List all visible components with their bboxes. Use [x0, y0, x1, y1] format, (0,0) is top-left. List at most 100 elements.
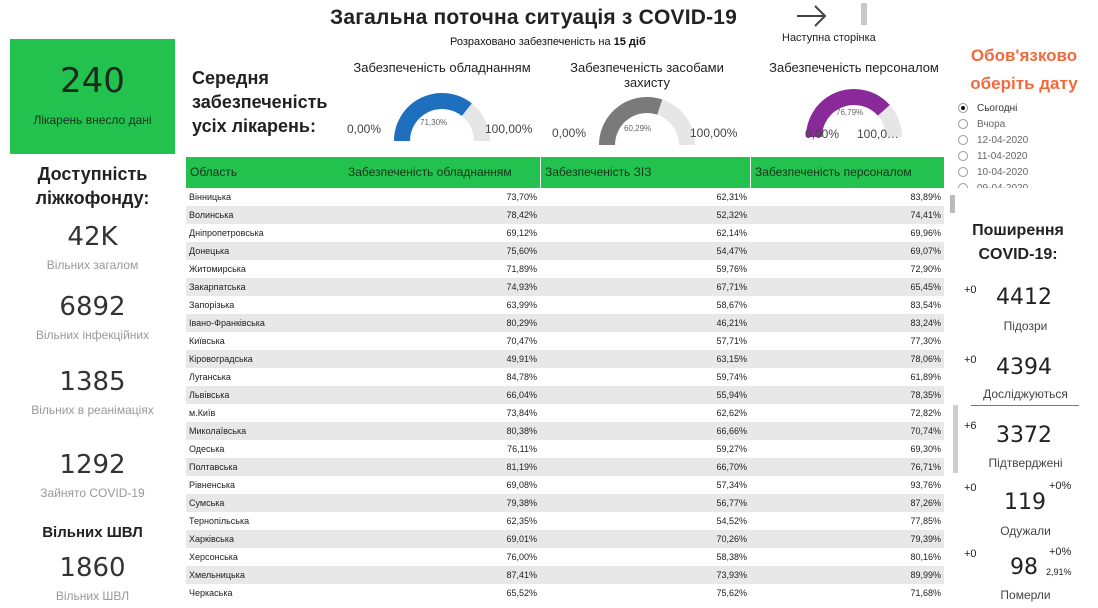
stat-label: Вільних ШВЛ: [55, 589, 130, 603]
table-row[interactable]: Черкаська 65,52% 75,62% 71,68%: [186, 584, 944, 602]
table-row[interactable]: Херсонська 76,00% 58,38% 80,16%: [186, 548, 944, 566]
avg-title: Середня забезпеченість усіх лікарень:: [192, 66, 337, 138]
cell-ppe: 63,15%: [716, 354, 747, 364]
beds-title: Доступність ліжкофонду:: [35, 164, 150, 208]
hospitals-count: 240: [60, 61, 125, 101]
table-row[interactable]: Сумська 79,38% 56,77% 87,26%: [186, 494, 944, 512]
page-title: Загальна поточна ситуація з COVID-19: [330, 6, 738, 29]
table-row[interactable]: Донецька 75,60% 54,47% 69,07%: [186, 242, 944, 260]
cell-equipment: 69,12%: [506, 228, 537, 238]
cell-ppe: 75,62%: [716, 588, 747, 598]
table-row[interactable]: Луганська 84,78% 59,74% 61,89%: [186, 368, 944, 386]
stat-label: Підтверджені: [988, 456, 1063, 470]
cell-ppe: 59,76%: [716, 264, 747, 274]
radio-icon[interactable]: [958, 183, 968, 188]
cell-ppe: 70,26%: [716, 534, 747, 544]
date-option[interactable]: 10-04-2020: [958, 164, 1068, 180]
cell-staff: 83,89%: [910, 192, 941, 202]
cell-ppe: 57,71%: [716, 336, 747, 346]
stat-value: 119: [1004, 490, 1046, 515]
column-header-region[interactable]: Область: [190, 165, 238, 179]
table-row[interactable]: Одеська 76,11% 59,27% 69,30%: [186, 440, 944, 458]
cell-region: Одеська: [189, 444, 225, 454]
table-row[interactable]: Харківська 69,01% 70,26% 79,39%: [186, 530, 944, 548]
table-body: Вінницька 73,70% 62,31% 83,89% Волинська 78,4…: [186, 188, 944, 602]
cell-staff: 87,26%: [910, 498, 941, 508]
cell-ppe: 62,62%: [716, 408, 747, 418]
cell-equipment: 62,35%: [506, 516, 537, 526]
stat-value: 1860: [59, 553, 126, 583]
cell-staff: 78,06%: [910, 354, 941, 364]
table-row[interactable]: Запорізька 63,99% 58,67% 83,54%: [186, 296, 944, 314]
regions-table: Область Забезпеченість обладнанням Забез…: [186, 157, 944, 608]
cell-staff: 83,24%: [910, 318, 941, 328]
radio-icon[interactable]: [958, 103, 968, 113]
gauge-equipment: Забезпеченість обладнанням 71,30% 0,00% …: [342, 60, 542, 150]
next-page-button[interactable]: Наступна сторінка: [782, 32, 876, 44]
table-row[interactable]: Івано-Франківська 80,29% 46,21% 83,24%: [186, 314, 944, 332]
stat-delta: +0: [964, 482, 977, 494]
stat-death-rate: 2,91%: [1046, 567, 1072, 577]
table-row[interactable]: Вінницька 73,70% 62,31% 83,89%: [186, 188, 944, 206]
radio-icon[interactable]: [958, 119, 968, 129]
stat-label: Одужали: [1000, 524, 1051, 538]
date-option[interactable]: 09-04-2020: [958, 180, 1068, 188]
stat-deaths: +0 98 +0% 2,91% Померли: [958, 546, 1093, 606]
cell-equipment: 84,78%: [506, 372, 537, 382]
arrow-right-icon[interactable]: [795, 2, 829, 30]
table-row[interactable]: Тернопільська 62,35% 54,52% 77,85%: [186, 512, 944, 530]
date-picker-title: Обов'язково оберіть дату: [970, 46, 1078, 93]
cell-region: Запорізька: [189, 300, 235, 310]
date-option[interactable]: Сьогодні: [958, 100, 1068, 116]
radio-icon[interactable]: [958, 167, 968, 177]
stat-delta: +0: [964, 284, 977, 296]
table-row[interactable]: Дніпропетровська 69,12% 62,14% 69,96%: [186, 224, 944, 242]
table-row[interactable]: м.Київ 73,84% 62,62% 72,82%: [186, 404, 944, 422]
table-row[interactable]: Хмельницька 87,41% 73,93% 89,99%: [186, 566, 944, 584]
table-row[interactable]: Львівська 66,04% 55,94% 78,35%: [186, 386, 944, 404]
ventilators-title: Вільних ШВЛ: [42, 524, 143, 541]
table-row[interactable]: Кіровоградська 49,91% 63,15% 78,06%: [186, 350, 944, 368]
column-header-ppe[interactable]: Забезпеченість ЗІЗ: [540, 157, 750, 188]
table-row[interactable]: Полтавська 81,19% 66,70% 76,71%: [186, 458, 944, 476]
date-option[interactable]: 11-04-2020: [958, 148, 1068, 164]
stat-occupied-covid: 1292 Зайнято COVID-19: [10, 450, 175, 500]
table-row[interactable]: Житомирська 71,89% 59,76% 72,90%: [186, 260, 944, 278]
column-header-staff[interactable]: Забезпеченість персоналом: [750, 157, 944, 188]
radio-icon[interactable]: [958, 135, 968, 145]
date-option[interactable]: 12-04-2020: [958, 132, 1068, 148]
cell-staff: 76,71%: [910, 462, 941, 472]
cell-staff: 71,68%: [910, 588, 941, 598]
cell-equipment: 70,47%: [506, 336, 537, 346]
table-row[interactable]: Київська 70,47% 57,71% 77,30%: [186, 332, 944, 350]
cell-equipment: 81,19%: [506, 462, 537, 472]
cell-staff: 65,45%: [910, 282, 941, 292]
table-row[interactable]: Волинська 78,42% 52,32% 74,41%: [186, 206, 944, 224]
gauge-max: 100,00%: [485, 122, 533, 136]
cell-staff: 89,99%: [910, 570, 941, 580]
stat-value: 98: [1010, 555, 1038, 580]
cell-ppe: 67,71%: [716, 282, 747, 292]
table-row[interactable]: Закарпатська 74,93% 67,71% 65,45%: [186, 278, 944, 296]
radio-icon[interactable]: [958, 151, 968, 161]
table-scrollbar[interactable]: [950, 195, 955, 213]
table-row[interactable]: Рівненська 69,08% 57,34% 93,76%: [186, 476, 944, 494]
cell-region: Волинська: [189, 210, 234, 220]
stat-investigated: +0 4394 Досліджуються: [958, 352, 1093, 407]
cell-equipment: 65,52%: [506, 588, 537, 598]
page-scrollbar[interactable]: [953, 405, 958, 473]
gauge-arc: [599, 97, 695, 146]
cell-ppe: 57,34%: [716, 480, 747, 490]
spread-title: Поширення COVID-19:: [972, 222, 1064, 263]
table-row[interactable]: Миколаївська 80,38% 66,66% 70,74%: [186, 422, 944, 440]
stat-delta: +6: [964, 420, 977, 432]
cell-ppe: 62,14%: [716, 228, 747, 238]
date-option[interactable]: Вчора: [958, 116, 1068, 132]
cell-equipment: 69,01%: [506, 534, 537, 544]
cell-ppe: 59,27%: [716, 444, 747, 454]
stat-label: Померли: [1000, 588, 1051, 602]
column-header-equipment[interactable]: Забезпеченість обладнанням: [348, 165, 512, 179]
stat-ventilators: 1860 Вільних ШВЛ: [10, 553, 175, 603]
cell-staff: 83,54%: [910, 300, 941, 310]
stat-suspected: +0 4412 Підозри: [958, 282, 1093, 337]
